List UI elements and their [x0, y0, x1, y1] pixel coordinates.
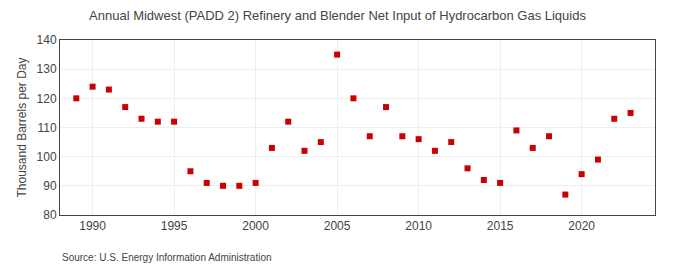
- svg-text:100: 100: [37, 150, 57, 164]
- svg-text:130: 130: [37, 62, 57, 76]
- svg-text:90: 90: [43, 179, 57, 193]
- svg-text:110: 110: [37, 121, 56, 135]
- svg-text:140: 140: [37, 33, 57, 47]
- svg-text:80: 80: [43, 208, 57, 222]
- svg-text:Thousand Barrels per Day: Thousand Barrels per Day: [15, 57, 29, 197]
- svg-text:Annual Midwest (PADD 2) Refine: Annual Midwest (PADD 2) Refinery and Ble…: [89, 8, 586, 23]
- svg-text:2000: 2000: [242, 219, 269, 233]
- svg-text:120: 120: [37, 92, 57, 106]
- svg-text:Source: U.S. Energy Informatio: Source: U.S. Energy Information Administ…: [62, 252, 272, 263]
- svg-text:2020: 2020: [568, 219, 595, 233]
- svg-text:1990: 1990: [79, 219, 106, 233]
- svg-text:1995: 1995: [161, 219, 188, 233]
- svg-text:2005: 2005: [324, 219, 351, 233]
- svg-text:2010: 2010: [405, 219, 432, 233]
- svg-text:2015: 2015: [487, 219, 514, 233]
